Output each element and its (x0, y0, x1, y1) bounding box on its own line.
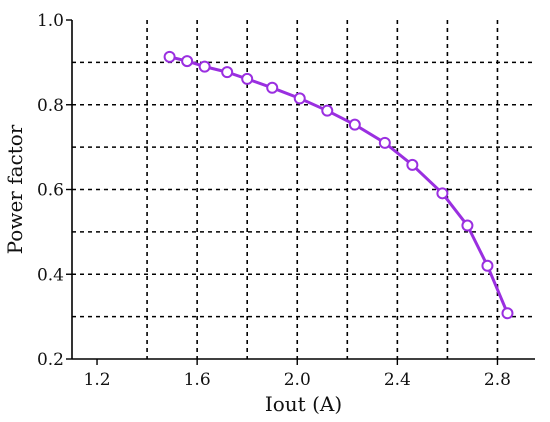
data-point (321, 104, 334, 117)
data-point (266, 81, 279, 94)
y-axis-title: Power factor (3, 124, 27, 254)
x-tick-label: 2.0 (284, 370, 311, 390)
data-point (406, 158, 419, 171)
axis-ticks (66, 19, 499, 365)
data-point (181, 55, 194, 68)
x-tick-label: 2.8 (484, 370, 511, 390)
data-point (461, 219, 474, 232)
grid-lines (72, 20, 535, 359)
y-tick-label: 0.4 (37, 265, 64, 285)
y-tick-label: 0.8 (37, 96, 64, 116)
y-tick-label: 0.2 (37, 350, 64, 370)
data-point (221, 66, 234, 79)
y-tick-label: 0.6 (37, 181, 64, 201)
x-tick-label: 1.2 (84, 370, 111, 390)
data-point (501, 307, 514, 320)
x-tick-label: 1.6 (184, 370, 211, 390)
data-point (481, 259, 494, 272)
data-point (436, 187, 449, 200)
data-point (163, 50, 176, 63)
data-point (348, 118, 361, 131)
data-series (163, 50, 514, 320)
x-tick-label: 2.4 (384, 370, 411, 390)
data-point (293, 92, 306, 105)
data-point (241, 72, 254, 85)
y-tick-label: 1.0 (37, 11, 64, 31)
tick-labels: 1.2 1.6 2.0 2.4 2.8 0.2 0.4 0.6 0.8 1.0 (37, 11, 511, 390)
x-axis-title: Iout (A) (265, 392, 342, 416)
data-point (198, 60, 211, 73)
data-point (378, 136, 391, 149)
